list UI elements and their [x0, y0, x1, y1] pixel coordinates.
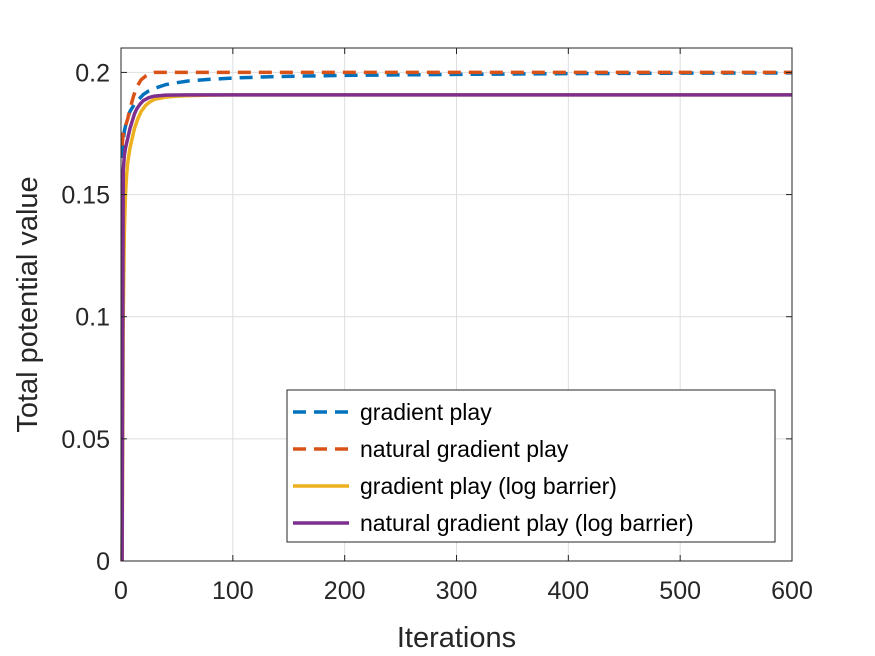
x-tick-label: 0: [114, 577, 128, 605]
y-tick-label: 0.05: [61, 426, 110, 454]
legend-entry-4: natural gradient play (log barrier): [360, 510, 694, 536]
x-tick-label: 500: [659, 577, 701, 605]
y-tick-label: 0.15: [61, 182, 110, 210]
series-line-1: [120, 71, 793, 159]
legend-entry-2: natural gradient play: [360, 436, 569, 462]
y-axis-label: Total potential value: [12, 176, 44, 432]
legend: gradient play natural gradient play gradie…: [286, 389, 776, 543]
x-tick-label: 400: [547, 577, 589, 605]
legend-box: [286, 389, 776, 543]
x-tick-label: 200: [324, 577, 366, 605]
x-tick-label: 100: [212, 577, 254, 605]
y-tick-label: 0: [96, 548, 110, 576]
y-tick-label: 0.2: [75, 59, 110, 87]
x-axis-label: Iterations: [397, 622, 516, 654]
x-tick-label: 600: [771, 577, 813, 605]
legend-entry-1: gradient play: [360, 399, 492, 425]
y-tick-label: 0.1: [75, 304, 110, 332]
series-line-4: [120, 93, 792, 562]
legend-entry-3: gradient play (log barrier): [360, 473, 617, 499]
axis-ticks: 0 100 200 300 400 500 600 0 0.05 0.1 0.15 0.2: [61, 48, 813, 605]
x-tick-label: 300: [436, 577, 478, 605]
series-line-2: [120, 70, 792, 146]
series-group: [120, 70, 793, 562]
